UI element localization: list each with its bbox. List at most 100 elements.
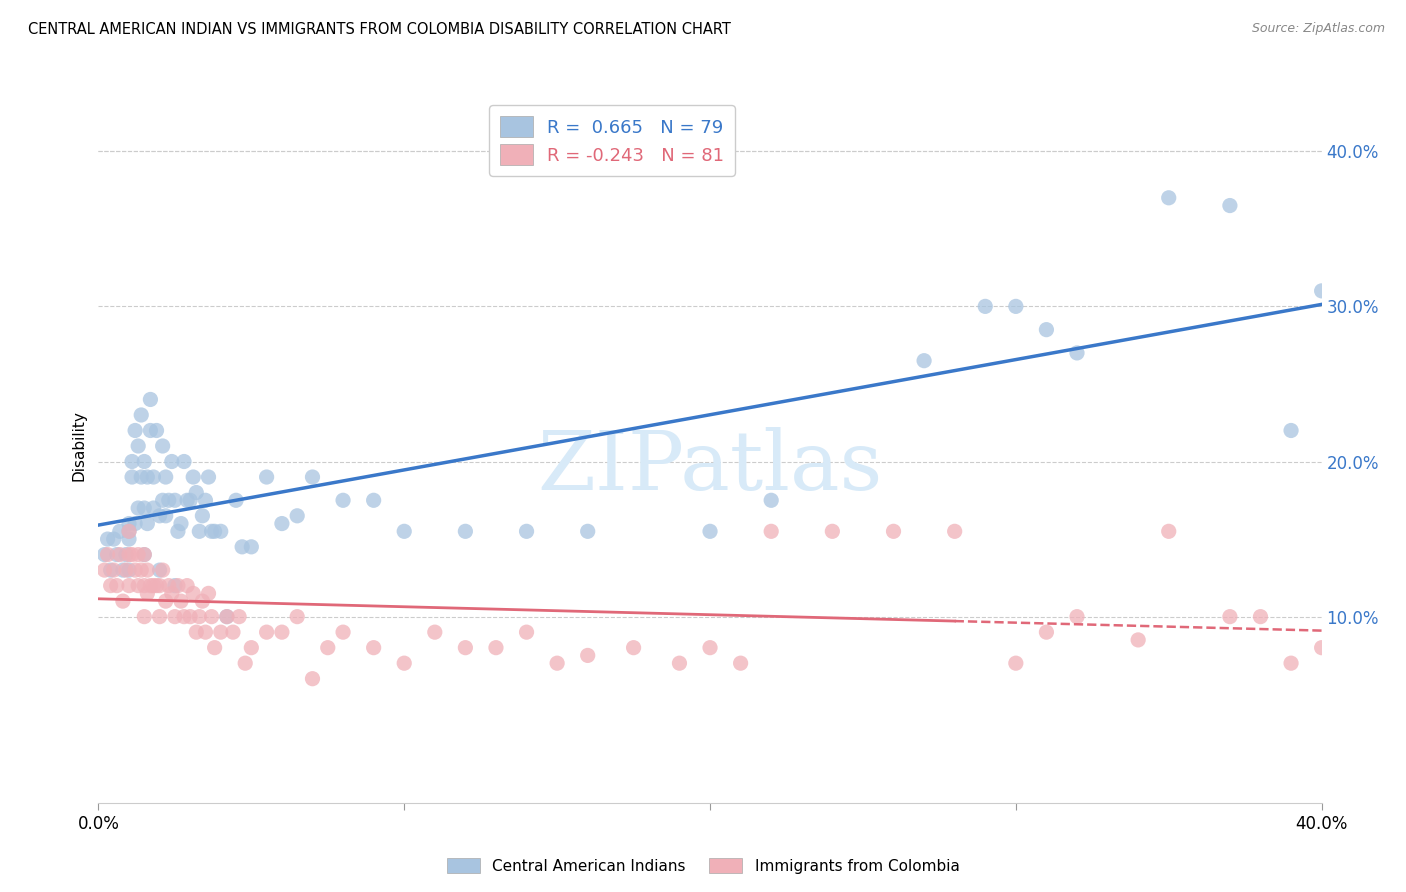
Point [152,439,174,453]
Legend: Central American Indians, Immigrants from Colombia: Central American Indians, Immigrants fro… [440,852,966,880]
Point [200,524,222,539]
Y-axis label: Disability: Disability [72,410,87,482]
Point [105,579,128,593]
Point [136,516,159,531]
Point [127,501,149,516]
Point [181,470,204,484]
Point [316,640,339,655]
Point [176,493,198,508]
Point [134,548,156,562]
Text: ZIPatlas: ZIPatlas [537,427,883,508]
Point [363,493,385,508]
Point [240,540,263,554]
Point [197,586,219,600]
Point [149,609,172,624]
Point [134,501,156,516]
Point [152,493,174,508]
Point [256,470,278,484]
Point [1004,299,1026,313]
Point [191,508,214,523]
Point [516,524,538,539]
Point [127,548,149,562]
Point [270,516,292,531]
Point [108,548,131,562]
Point [152,563,174,577]
Point [142,579,165,593]
Point [129,408,152,422]
Point [233,656,256,670]
Point [149,563,172,577]
Point [1066,609,1088,624]
Point [111,594,134,608]
Point [93,563,115,577]
Point [1219,609,1241,624]
Point [197,470,219,484]
Point [974,299,997,313]
Point [699,524,721,539]
Point [139,392,162,407]
Point [1157,524,1180,539]
Point [121,548,143,562]
Point [145,424,167,438]
Point [118,548,141,562]
Point [285,609,308,624]
Point [93,548,115,562]
Point [134,579,156,593]
Point [699,640,721,655]
Point [215,609,238,624]
Point [179,609,201,624]
Point [160,454,183,468]
Point [301,672,323,686]
Point [163,579,186,593]
Point [136,563,159,577]
Point [454,524,477,539]
Point [129,470,152,484]
Point [149,508,172,523]
Point [115,548,138,562]
Point [240,640,263,655]
Point [155,594,177,608]
Point [167,579,190,593]
Point [363,640,385,655]
Point [136,470,159,484]
Point [155,470,177,484]
Point [121,454,143,468]
Point [1310,284,1333,298]
Point [100,579,122,593]
Point [1128,632,1150,647]
Point [139,424,162,438]
Point [142,470,165,484]
Point [200,609,222,624]
Point [231,540,253,554]
Point [209,625,232,640]
Point [170,516,193,531]
Point [623,640,645,655]
Point [108,524,131,539]
Point [134,454,156,468]
Text: CENTRAL AMERICAN INDIAN VS IMMIGRANTS FROM COLOMBIA DISABILITY CORRELATION CHART: CENTRAL AMERICAN INDIAN VS IMMIGRANTS FR… [28,22,731,37]
Point [129,563,152,577]
Point [270,625,292,640]
Point [228,609,250,624]
Point [392,524,416,539]
Point [1035,625,1057,640]
Point [142,501,165,516]
Point [194,625,217,640]
Point [173,454,195,468]
Point [194,493,217,508]
Point [139,579,162,593]
Point [1004,656,1026,670]
Point [181,586,204,600]
Point [124,563,146,577]
Point [759,524,782,539]
Point [118,579,141,593]
Point [188,524,211,539]
Point [111,563,134,577]
Point [188,609,211,624]
Point [1035,323,1057,337]
Point [127,579,149,593]
Point [124,516,146,531]
Point [115,563,138,577]
Point [423,625,446,640]
Point [136,586,159,600]
